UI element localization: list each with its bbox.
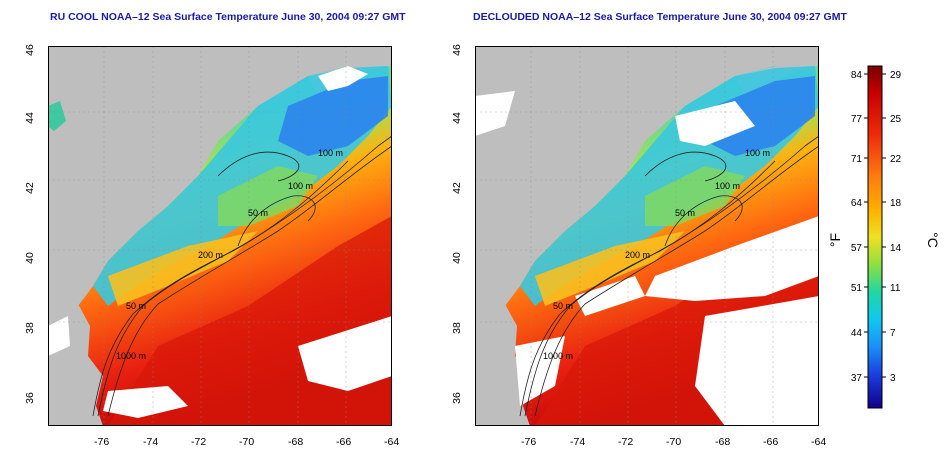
isobath-contour xyxy=(107,145,392,417)
lon-tick-label: -76 xyxy=(521,436,537,448)
map-frame xyxy=(475,46,819,426)
cloud-patch xyxy=(103,386,188,418)
lon-tick-label: -70 xyxy=(239,436,255,448)
isobath-label: 50 m xyxy=(126,301,146,311)
lon-tick-label: -76 xyxy=(94,436,110,448)
celsius-tick: 18 xyxy=(890,198,902,209)
cloud-patch xyxy=(575,276,645,316)
isobath-contour xyxy=(664,195,743,247)
lat-tick-label: 42 xyxy=(450,182,463,194)
fahrenheit-tick: 37 xyxy=(851,373,863,384)
land-mainland xyxy=(475,46,819,306)
cloud-patch xyxy=(298,316,392,391)
fahrenheit-tick: 51 xyxy=(851,283,863,294)
lon-tick-label: -64 xyxy=(384,436,400,448)
land-mainland xyxy=(48,46,392,306)
cloud-patch xyxy=(515,336,565,406)
isobath-contour xyxy=(237,195,316,247)
coastal-patch xyxy=(48,101,66,131)
isobath-contour xyxy=(92,160,349,417)
lat-tick-label: 44 xyxy=(450,112,463,124)
mid-shelf-warm xyxy=(535,231,685,306)
isobath-label: 100 m xyxy=(715,181,740,191)
isobath-label: 200 m xyxy=(625,250,650,260)
right-map: 100 m 100 m 50 m 200 m 50 m 1000 m xyxy=(475,46,819,426)
gulf-of-maine-cold xyxy=(278,76,388,156)
isobath-label: 100 m xyxy=(318,148,343,158)
celsius-tick: 11 xyxy=(890,283,901,294)
celsius-tick: 14 xyxy=(890,243,902,254)
cloud-patch xyxy=(695,296,819,426)
right-panel-title: DECLOUDED NOAA–12 Sea Surface Temperatur… xyxy=(473,11,847,23)
celsius-tick: 7 xyxy=(890,328,896,339)
gulf-of-maine-cold xyxy=(705,76,815,156)
isobath-label: 50 m xyxy=(675,208,695,218)
lon-tick-label: -66 xyxy=(336,436,352,448)
celsius-tick: 29 xyxy=(890,70,902,81)
lat-tick-label: 46 xyxy=(23,44,36,56)
isobath-label: 1000 m xyxy=(543,351,573,361)
fahrenheit-tick: 84 xyxy=(851,70,863,81)
celsius-tick: 25 xyxy=(890,114,902,125)
isobath-contour xyxy=(217,151,300,182)
lat-tick-label: 38 xyxy=(23,322,36,334)
lat-tick-label: 40 xyxy=(23,252,36,264)
cloud-patch xyxy=(475,91,515,136)
lat-tick-label: 38 xyxy=(450,322,463,334)
isobath-contour xyxy=(534,145,819,417)
cloud-patch xyxy=(318,66,368,91)
isobath-label: 1000 m xyxy=(116,351,146,361)
lat-tick-label: 36 xyxy=(23,392,36,404)
celsius-unit: °C xyxy=(925,232,941,248)
celsius-tick: 3 xyxy=(890,373,896,384)
isobath-label: 50 m xyxy=(248,208,268,218)
lat-tick-label: 40 xyxy=(450,252,463,264)
fahrenheit-tick: 64 xyxy=(851,198,863,209)
isobath-contour xyxy=(644,151,727,182)
isobath-label: 100 m xyxy=(288,181,313,191)
colorbar: 84 77 71 64 57 51 44 37 29 25 22 18 14 11 7 3 °F °C xyxy=(830,65,941,409)
lon-tick-label: -70 xyxy=(666,436,682,448)
cloud-patch xyxy=(645,216,819,301)
lon-tick-label: -74 xyxy=(570,436,586,448)
fahrenheit-tick: 77 xyxy=(851,114,863,125)
fahrenheit-tick: 57 xyxy=(851,243,863,254)
lon-tick-label: -72 xyxy=(618,436,634,448)
lat-tick-label: 46 xyxy=(450,44,463,56)
colorbar-gradient xyxy=(867,65,883,409)
lat-tick-label: 42 xyxy=(23,182,36,194)
celsius-tick: 22 xyxy=(890,154,902,165)
left-map: 100 m 100 m 50 m 200 m 50 m 1000 m xyxy=(48,46,392,426)
isobath-label: 200 m xyxy=(198,250,223,260)
georges-bank xyxy=(645,166,745,226)
fahrenheit-unit: °F xyxy=(830,233,843,247)
left-panel-title: RU COOL NOAA–12 Sea Surface Temperature … xyxy=(50,11,406,23)
lon-tick-label: -64 xyxy=(811,436,827,448)
isobath-contour xyxy=(97,135,392,417)
georges-bank xyxy=(218,166,318,226)
isobath-label: 100 m xyxy=(745,148,770,158)
isobath-label: 50 m xyxy=(553,301,573,311)
lat-tick-label: 44 xyxy=(23,112,36,124)
lon-tick-label: -68 xyxy=(288,436,304,448)
fahrenheit-tick: 44 xyxy=(851,328,863,339)
map-frame xyxy=(48,46,392,426)
lon-tick-label: -74 xyxy=(143,436,159,448)
land-coast-south xyxy=(475,286,530,426)
lat-tick-label: 36 xyxy=(450,392,463,404)
lon-tick-label: -66 xyxy=(763,436,779,448)
lon-tick-label: -72 xyxy=(191,436,207,448)
cloud-patch xyxy=(48,316,70,356)
fahrenheit-tick: 71 xyxy=(851,154,863,165)
mid-shelf-warm xyxy=(108,231,258,306)
lon-tick-label: -68 xyxy=(715,436,731,448)
isobath-contour xyxy=(524,135,819,417)
isobath-contour xyxy=(519,160,776,417)
